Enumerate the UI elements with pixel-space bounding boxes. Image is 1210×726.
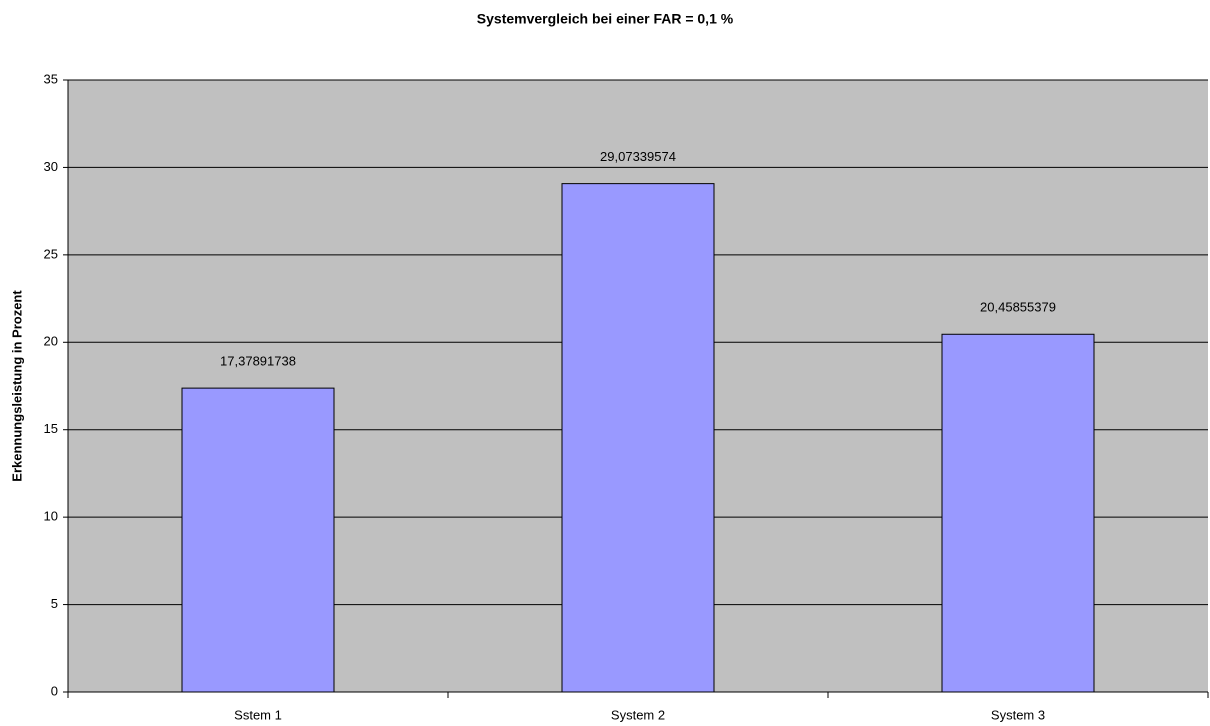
value-label: 20,45855379 <box>980 300 1056 315</box>
bar <box>941 333 1095 693</box>
y-axis-label: Erkennungsleistung in Prozent <box>9 290 24 482</box>
value-label: 17,37891738 <box>220 354 296 369</box>
y-tick-label: 10 <box>44 509 58 524</box>
y-tick-label: 30 <box>44 159 58 174</box>
bar <box>561 183 715 693</box>
x-tick-label: Sstem 1 <box>234 707 282 722</box>
chart-title: Systemvergleich bei einer FAR = 0,1 % <box>477 11 734 27</box>
value-label: 29,07339574 <box>600 149 676 164</box>
y-tick-label: 5 <box>51 596 58 611</box>
x-tick-label: System 3 <box>991 707 1045 722</box>
y-tick-label: 0 <box>51 683 58 698</box>
x-tick-label: System 2 <box>611 707 665 722</box>
bar <box>181 387 335 693</box>
y-tick-label: 20 <box>44 334 58 349</box>
y-tick-label: 15 <box>44 421 58 436</box>
y-tick-label: 25 <box>44 246 58 261</box>
y-tick-label: 35 <box>44 71 58 86</box>
